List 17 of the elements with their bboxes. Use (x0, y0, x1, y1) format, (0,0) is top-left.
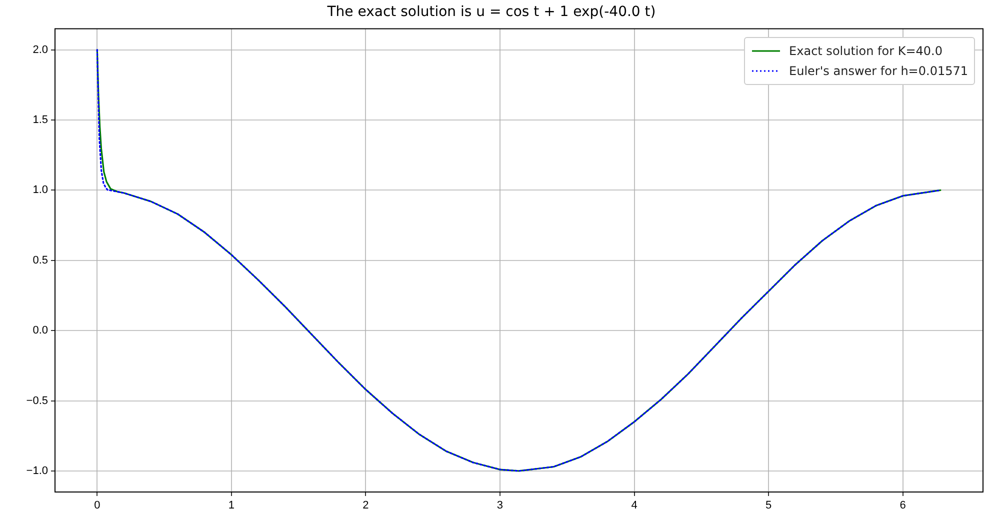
x-tick-label: 5 (765, 500, 772, 512)
chart-title: The exact solution is u = cos t + 1 exp(-40.0 t) (326, 4, 656, 20)
y-tick-label: −1.0 (26, 464, 48, 477)
y-tick-label: 0.0 (32, 324, 48, 337)
x-tick-label: 1 (228, 500, 235, 512)
y-tick-label: 1.5 (32, 114, 48, 126)
x-tick-label: 2 (362, 500, 369, 512)
y-tick-label: −0.5 (26, 394, 48, 407)
x-tick-label: 6 (900, 500, 906, 512)
y-tick-label: 1.0 (32, 184, 48, 196)
legend-label: Euler's answer for h=0.01571 (789, 64, 968, 78)
x-tick-label: 3 (496, 500, 504, 512)
legend-label: Exact solution for K=40.0 (789, 44, 942, 58)
y-tick-label: 0.5 (32, 254, 48, 266)
x-tick-label: 0 (94, 500, 100, 512)
x-tick-label: 4 (631, 500, 638, 512)
y-tick-label: 2.0 (32, 44, 48, 56)
